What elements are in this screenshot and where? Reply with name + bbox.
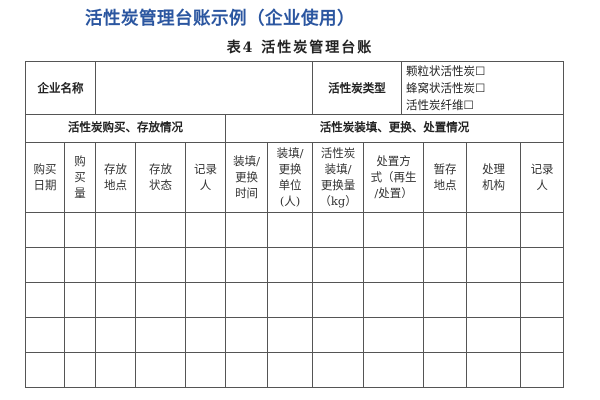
- column-header: 存放 地点: [95, 141, 136, 213]
- section-purchase-header: 活性炭购买、存放情况: [24, 114, 227, 143]
- section-replace-header: 活性炭装填、更换、处置情况: [225, 114, 565, 143]
- table-cell[interactable]: [184, 246, 227, 283]
- table-cell[interactable]: [25, 351, 65, 388]
- column-header: 暂存 地点: [423, 141, 468, 213]
- table-cell[interactable]: [25, 211, 65, 248]
- table-cell[interactable]: [363, 211, 425, 248]
- table-cell[interactable]: [64, 281, 96, 318]
- table-title: 表4 活性炭管理台账: [226, 40, 374, 56]
- table-cell[interactable]: [520, 351, 565, 388]
- table-cell[interactable]: [64, 246, 96, 283]
- table-cell[interactable]: [312, 281, 365, 318]
- table-row: [25, 211, 565, 248]
- table-cell[interactable]: [184, 281, 227, 318]
- table-cell[interactable]: [520, 211, 565, 248]
- table-cell[interactable]: [225, 246, 269, 283]
- table-cell[interactable]: [466, 351, 522, 388]
- table-cell[interactable]: [312, 316, 365, 353]
- table-cell[interactable]: [267, 246, 314, 283]
- table-cell[interactable]: [423, 281, 468, 318]
- table-cell[interactable]: [466, 281, 522, 318]
- table-cell[interactable]: [25, 281, 65, 318]
- table-cell[interactable]: [135, 316, 186, 353]
- company-name-field[interactable]: [95, 61, 313, 115]
- table-cell[interactable]: [520, 246, 565, 283]
- table-cell[interactable]: [267, 316, 314, 353]
- table-cell[interactable]: [312, 246, 365, 283]
- table-cell[interactable]: [95, 211, 136, 248]
- table-cell[interactable]: [466, 246, 522, 283]
- column-header: 记录 人: [184, 141, 227, 213]
- table-cell[interactable]: [64, 351, 96, 388]
- table-cell[interactable]: [363, 316, 425, 353]
- table-cell[interactable]: [25, 246, 65, 283]
- column-header: 处理 机构: [466, 141, 522, 213]
- carbon-type-options: 颗粒状活性炭☐ 蜂窝状活性炭☐ 活性炭纤维☐: [401, 61, 564, 115]
- column-header: 活性炭 装填/ 更换量 （kg）: [312, 141, 365, 213]
- table-cell[interactable]: [423, 316, 468, 353]
- table-cell[interactable]: [312, 351, 365, 388]
- table-cell[interactable]: [95, 246, 136, 283]
- company-name-label: 企业名称: [25, 61, 96, 115]
- option-honeycomb-checkbox[interactable]: 蜂窝状活性炭☐: [406, 80, 486, 95]
- column-header: 装填/ 更换 时间: [225, 141, 269, 213]
- page-title: 活性炭管理台账示例（企业使用）: [85, 9, 355, 29]
- table-cell[interactable]: [225, 281, 269, 318]
- table-cell[interactable]: [225, 351, 269, 388]
- table-cell[interactable]: [135, 246, 186, 283]
- table-cell[interactable]: [363, 281, 425, 318]
- table-row: [25, 316, 565, 353]
- table-cell[interactable]: [267, 351, 314, 388]
- table-cell[interactable]: [423, 351, 468, 388]
- table-cell[interactable]: [135, 351, 186, 388]
- table-cell[interactable]: [423, 246, 468, 283]
- table-cell[interactable]: [135, 281, 186, 318]
- table-cell[interactable]: [225, 211, 269, 248]
- table-cell[interactable]: [267, 281, 314, 318]
- table-cell[interactable]: [184, 316, 227, 353]
- table-cell[interactable]: [520, 281, 565, 318]
- column-header: 存放 状态: [135, 141, 186, 213]
- table-cell[interactable]: [95, 351, 136, 388]
- option-granular-checkbox[interactable]: 颗粒状活性炭☐: [406, 63, 486, 78]
- column-header: 购买 日期: [25, 141, 65, 213]
- table-cell[interactable]: [520, 316, 565, 353]
- table-cell[interactable]: [184, 351, 227, 388]
- table-cell[interactable]: [64, 316, 96, 353]
- option-fiber-checkbox[interactable]: 活性炭纤维☐: [406, 97, 474, 112]
- table-cell[interactable]: [64, 211, 96, 248]
- table-cell[interactable]: [363, 351, 425, 388]
- table-cell[interactable]: [95, 316, 136, 353]
- column-header: 处置方 式（再生 /处置）: [363, 141, 425, 213]
- table-cell[interactable]: [423, 211, 468, 248]
- column-header: 购 买 量: [64, 141, 96, 213]
- table-cell[interactable]: [312, 211, 365, 248]
- column-header: 记录 人: [520, 141, 565, 213]
- table-cell[interactable]: [363, 246, 425, 283]
- table-cell[interactable]: [466, 211, 522, 248]
- company-info-table: 企业名称 活性炭类型 颗粒状活性炭☐ 蜂窝状活性炭☐ 活性炭纤维☐: [25, 61, 564, 115]
- table-row: [25, 246, 565, 283]
- table-row: [25, 281, 565, 318]
- table-cell[interactable]: [25, 316, 65, 353]
- table-row: [25, 351, 565, 388]
- table-cell[interactable]: [184, 211, 227, 248]
- table-cell[interactable]: [466, 316, 522, 353]
- table-cell[interactable]: [95, 281, 136, 318]
- table-cell[interactable]: [225, 316, 269, 353]
- table-cell[interactable]: [267, 211, 314, 248]
- ledger-table: 活性炭购买、存放情况 活性炭装填、更换、处置情况 购买 日期购 买 量存放 地点…: [24, 114, 565, 388]
- carbon-type-label: 活性炭类型: [312, 61, 402, 115]
- table-cell[interactable]: [135, 211, 186, 248]
- column-header: 装填/ 更换 单位 (人): [267, 141, 314, 213]
